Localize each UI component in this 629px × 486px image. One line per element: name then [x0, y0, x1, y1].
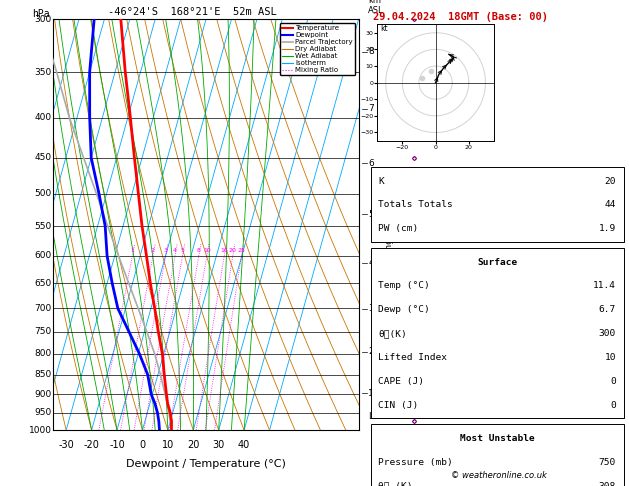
Bar [370, 424, 624, 486]
Text: CAPE (J): CAPE (J) [379, 377, 425, 386]
Text: K: K [379, 177, 384, 186]
Text: -10: -10 [109, 440, 125, 451]
Text: 10: 10 [162, 440, 174, 451]
Text: hPa: hPa [32, 9, 50, 19]
Text: 40: 40 [238, 440, 250, 451]
Text: Surface: Surface [477, 258, 517, 267]
Bar [370, 167, 624, 242]
Text: kt: kt [381, 24, 388, 33]
Text: 1: 1 [369, 389, 374, 398]
Text: 400: 400 [35, 113, 52, 122]
Text: 600: 600 [35, 251, 52, 260]
Text: θᴄ(K): θᴄ(K) [379, 329, 407, 338]
Text: 1000: 1000 [29, 426, 52, 434]
Text: 30: 30 [213, 440, 225, 451]
Text: 7: 7 [369, 104, 374, 113]
Text: PW (cm): PW (cm) [379, 225, 419, 233]
Text: 1: 1 [130, 247, 135, 253]
Text: 2: 2 [369, 347, 374, 356]
Text: -46°24'S  168°21'E  52m ASL: -46°24'S 168°21'E 52m ASL [108, 7, 277, 17]
Text: km
ASL: km ASL [369, 0, 384, 16]
Text: Dewpoint / Temperature (°C): Dewpoint / Temperature (°C) [126, 459, 286, 469]
Text: 3: 3 [164, 247, 168, 253]
Text: 300: 300 [35, 15, 52, 24]
Text: 11.4: 11.4 [593, 281, 616, 291]
Text: -20: -20 [84, 440, 99, 451]
Text: 550: 550 [35, 222, 52, 231]
Text: 20: 20 [604, 177, 616, 186]
Text: 10: 10 [203, 247, 211, 253]
Text: 750: 750 [35, 328, 52, 336]
Text: 44: 44 [604, 201, 616, 209]
Text: 0: 0 [610, 377, 616, 386]
Text: CIN (J): CIN (J) [379, 400, 419, 410]
Text: 3: 3 [369, 304, 374, 313]
Text: Mixing Ratio (g/kg): Mixing Ratio (g/kg) [386, 182, 394, 268]
Text: 350: 350 [35, 68, 52, 76]
Text: 450: 450 [35, 153, 52, 162]
Text: Totals Totals: Totals Totals [379, 201, 453, 209]
Text: 0: 0 [610, 400, 616, 410]
Text: 500: 500 [35, 189, 52, 198]
Text: 950: 950 [35, 408, 52, 417]
Text: -30: -30 [58, 440, 74, 451]
Text: Pressure (mb): Pressure (mb) [379, 458, 453, 467]
Text: 0: 0 [140, 440, 145, 451]
Text: 750: 750 [599, 458, 616, 467]
Text: 4: 4 [369, 258, 374, 267]
Text: 6.7: 6.7 [599, 305, 616, 314]
Text: 20: 20 [229, 247, 237, 253]
Text: 25: 25 [238, 247, 245, 253]
Text: 10: 10 [604, 353, 616, 362]
Text: 1.9: 1.9 [599, 225, 616, 233]
Text: 29.04.2024  18GMT (Base: 00): 29.04.2024 18GMT (Base: 00) [373, 12, 548, 22]
Text: 4: 4 [173, 247, 177, 253]
Text: 5: 5 [181, 247, 184, 253]
Text: 8: 8 [197, 247, 201, 253]
Text: 300: 300 [599, 329, 616, 338]
Text: 850: 850 [35, 370, 52, 379]
Text: 900: 900 [35, 390, 52, 399]
Text: 20: 20 [187, 440, 199, 451]
Text: 16: 16 [220, 247, 228, 253]
Text: 700: 700 [35, 304, 52, 313]
Text: θᴄ (K): θᴄ (K) [379, 482, 413, 486]
Legend: Temperature, Dewpoint, Parcel Trajectory, Dry Adiabat, Wet Adiabat, Isotherm, Mi: Temperature, Dewpoint, Parcel Trajectory… [280, 23, 355, 75]
Text: 2: 2 [151, 247, 155, 253]
Text: Temp (°C): Temp (°C) [379, 281, 430, 291]
Text: 650: 650 [35, 278, 52, 288]
Text: 800: 800 [35, 349, 52, 359]
Text: Dewp (°C): Dewp (°C) [379, 305, 430, 314]
Text: LCL: LCL [369, 412, 384, 421]
Text: 6: 6 [369, 158, 374, 168]
Text: Lifted Index: Lifted Index [379, 353, 447, 362]
Text: © weatheronline.co.uk: © weatheronline.co.uk [450, 471, 547, 480]
Text: 5: 5 [369, 209, 374, 219]
Text: Most Unstable: Most Unstable [460, 434, 535, 443]
Text: 8: 8 [369, 48, 374, 56]
Bar [370, 248, 624, 418]
Text: 308: 308 [599, 482, 616, 486]
